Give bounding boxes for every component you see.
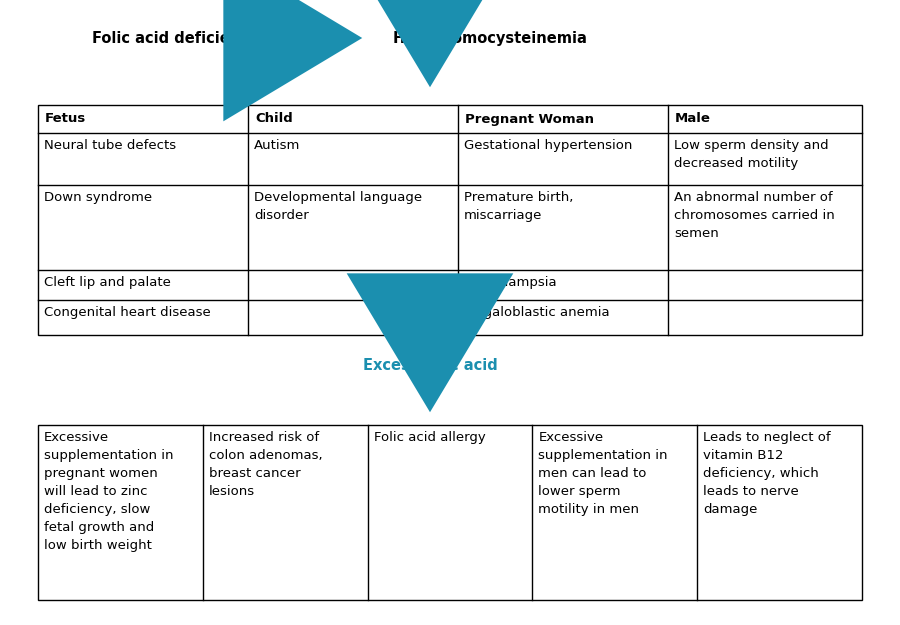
Text: Gestational hypertension: Gestational hypertension xyxy=(464,139,633,152)
Text: Cleft lip and palate: Cleft lip and palate xyxy=(44,276,171,289)
Text: An abnormal number of
chromosomes carried in
semen: An abnormal number of chromosomes carrie… xyxy=(674,191,835,240)
Text: Male: Male xyxy=(675,112,711,126)
Text: Developmental language
disorder: Developmental language disorder xyxy=(254,191,422,222)
Text: Fetus: Fetus xyxy=(45,112,86,126)
Text: Autism: Autism xyxy=(254,139,301,152)
Text: Excess folic acid: Excess folic acid xyxy=(363,357,498,372)
Text: Pregnant Woman: Pregnant Woman xyxy=(465,112,594,126)
Text: Megaloblastic anemia: Megaloblastic anemia xyxy=(464,306,609,319)
Text: Neural tube defects: Neural tube defects xyxy=(44,139,176,152)
Text: Excessive
supplementation in
men can lead to
lower sperm
motility in men: Excessive supplementation in men can lea… xyxy=(538,431,668,516)
Text: Premature birth,
miscarriage: Premature birth, miscarriage xyxy=(464,191,573,222)
Text: Pre-eclampsia: Pre-eclampsia xyxy=(464,276,558,289)
Text: Excessive
supplementation in
pregnant women
will lead to zinc
deficiency, slow
f: Excessive supplementation in pregnant wo… xyxy=(44,431,174,552)
Text: Leads to neglect of
vitamin B12
deficiency, which
leads to nerve
damage: Leads to neglect of vitamin B12 deficien… xyxy=(703,431,831,516)
Text: Hyperhomocysteinemia: Hyperhomocysteinemia xyxy=(392,31,588,46)
Text: Congenital heart disease: Congenital heart disease xyxy=(44,306,211,319)
Text: Increased risk of
colon adenomas,
breast cancer
lesions: Increased risk of colon adenomas, breast… xyxy=(209,431,322,498)
Text: Folic acid deficiency: Folic acid deficiency xyxy=(92,31,258,46)
Text: Folic acid allergy: Folic acid allergy xyxy=(374,431,485,444)
Text: Down syndrome: Down syndrome xyxy=(44,191,152,204)
Bar xyxy=(38,425,862,600)
Bar xyxy=(38,105,862,335)
Text: Low sperm density and
decreased motility: Low sperm density and decreased motility xyxy=(674,139,829,170)
Text: Child: Child xyxy=(255,112,292,126)
